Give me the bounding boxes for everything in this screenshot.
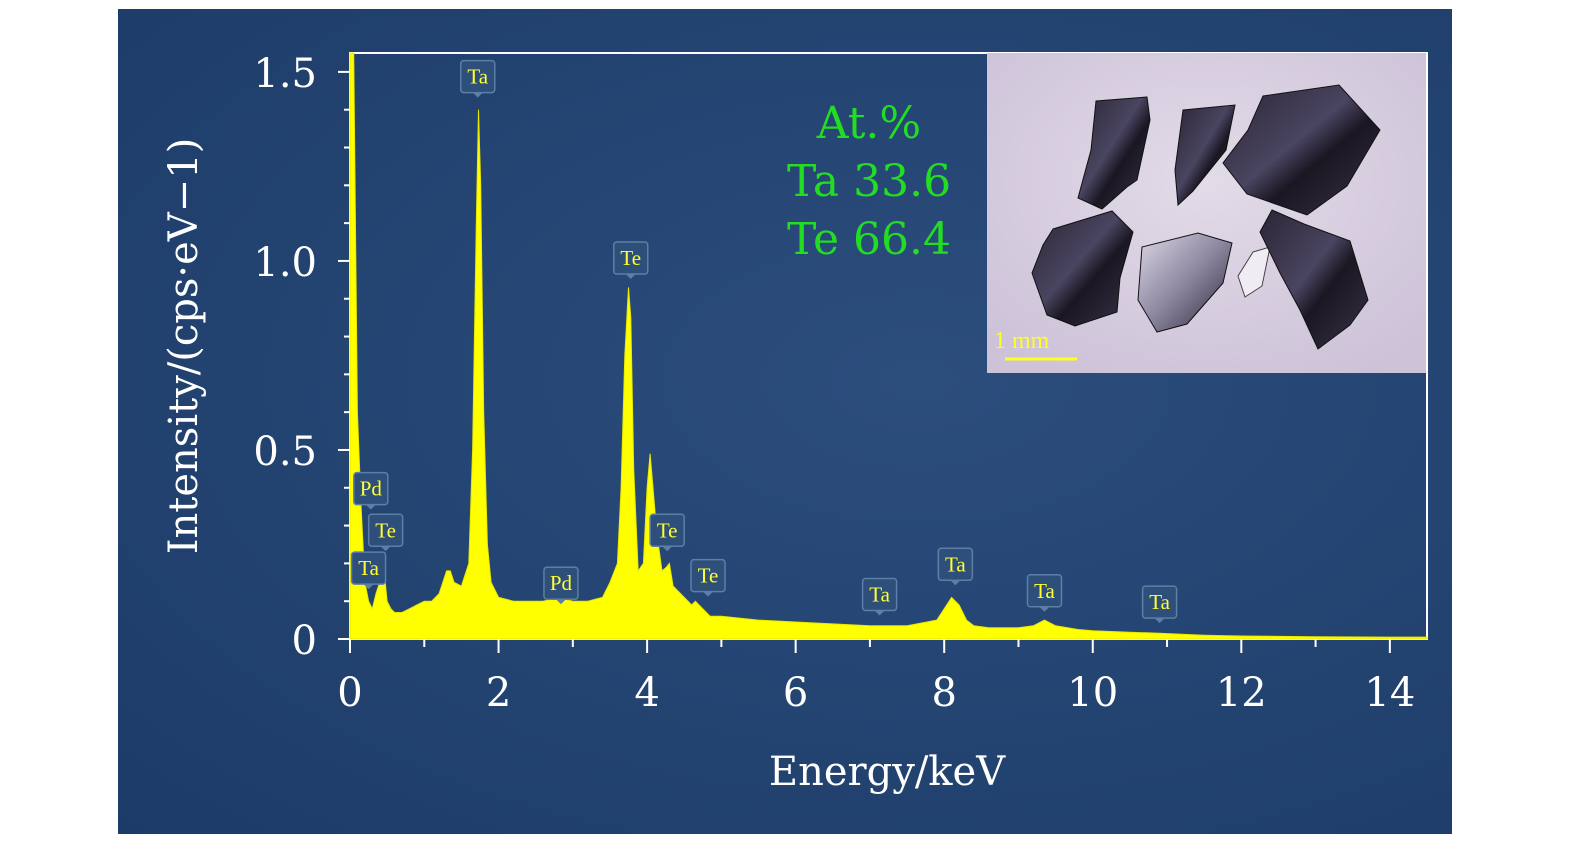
peak-tag-pointer — [1154, 618, 1165, 624]
spectrum-area — [349, 52, 1428, 640]
peak-tag-text: Ta — [869, 583, 890, 607]
y-axis-title: Intensity/(cps·eV−1) — [161, 138, 207, 555]
peak-label-te: Te — [367, 513, 404, 552]
spectrum-series — [349, 52, 1428, 640]
peak-tag-pointer — [662, 546, 673, 552]
y-tick-label: 1.5 — [253, 51, 317, 97]
x-tick-label: 10 — [1067, 670, 1118, 716]
peak-label-te: Te — [649, 513, 685, 552]
peak-tag-text: Te — [657, 518, 678, 542]
x-tick-label: 12 — [1216, 670, 1267, 716]
peak-label-ta: Ta — [1141, 585, 1178, 624]
peak-tag-pointer — [874, 610, 885, 616]
flake-3 — [1222, 84, 1381, 216]
peak-tag-text: Te — [620, 246, 641, 270]
flake-7 — [1259, 209, 1369, 350]
scale-bar-label: 1 mm — [994, 328, 1050, 354]
peak-label-ta: Ta — [350, 551, 387, 590]
flake-5 — [1137, 232, 1233, 333]
peak-tag-pointer — [555, 599, 566, 605]
x-tick-label: 2 — [486, 670, 511, 716]
peak-tag-text: Te — [375, 518, 396, 542]
peak-label-pd: Pd — [543, 566, 579, 605]
flake-4 — [1031, 210, 1134, 327]
flake-1 — [1077, 96, 1151, 210]
peak-tag-text: Ta — [945, 552, 966, 576]
peak-label-ta: Ta — [937, 547, 974, 586]
inset-background — [987, 53, 1426, 373]
x-tick-label: 4 — [634, 670, 659, 716]
y-tick-label: 0 — [292, 618, 317, 664]
flake-2 — [1174, 104, 1236, 207]
axis-ticks: 0 2 4 6 8 10 12 14 0 0.5 1.0 1.5 — [253, 51, 1415, 716]
peak-label-pd: Pd — [353, 471, 389, 510]
peak-tag-pointer — [365, 504, 376, 510]
peak-tag-pointer — [625, 274, 636, 280]
inset-micrograph: 1 mm — [987, 53, 1426, 373]
y-tick-label: 0.5 — [253, 429, 317, 475]
peak-tag-text: Te — [698, 564, 719, 588]
composition-te: Te 66.4 — [787, 214, 951, 265]
peak-label-ta: Ta — [861, 577, 898, 616]
peak-tag-pointer — [1039, 606, 1050, 612]
peak-tag-text: Pd — [550, 571, 573, 595]
peak-label-te: Te — [613, 241, 649, 280]
peak-tag-pointer — [363, 584, 374, 590]
peak-label-ta: Ta — [1026, 574, 1063, 612]
peak-tag-pointer — [472, 92, 483, 98]
composition-ta: Ta 33.6 — [787, 156, 951, 207]
x-tick-label: 8 — [931, 670, 956, 716]
peak-tag-pointer — [703, 591, 714, 597]
composition-header: At.% — [816, 98, 921, 149]
peak-label-te: Te — [690, 558, 726, 597]
peak-tag-text: Ta — [358, 556, 379, 580]
peak-tag-text: Ta — [1034, 579, 1055, 603]
peak-tag-pointer — [950, 580, 961, 586]
peak-tag-text: Pd — [360, 477, 383, 501]
peak-labels: Ta Te Pd Te Ta Pd Te Te Ta Ta Ta Ta — [350, 59, 1178, 624]
y-tick-label: 1.0 — [253, 240, 317, 286]
x-tick-label: 6 — [783, 670, 808, 716]
flake-6 — [1237, 246, 1271, 298]
peak-tag-box — [613, 241, 649, 275]
peak-tag-text: Ta — [467, 65, 488, 89]
peak-tag-text: Ta — [1149, 590, 1170, 614]
peak-tag-pointer — [380, 546, 391, 552]
x-axis-title: Energy/keV — [769, 749, 1006, 795]
x-tick-label: 14 — [1364, 670, 1415, 716]
peak-label-ta: Ta — [460, 59, 496, 98]
x-tick-label: 0 — [337, 670, 362, 716]
